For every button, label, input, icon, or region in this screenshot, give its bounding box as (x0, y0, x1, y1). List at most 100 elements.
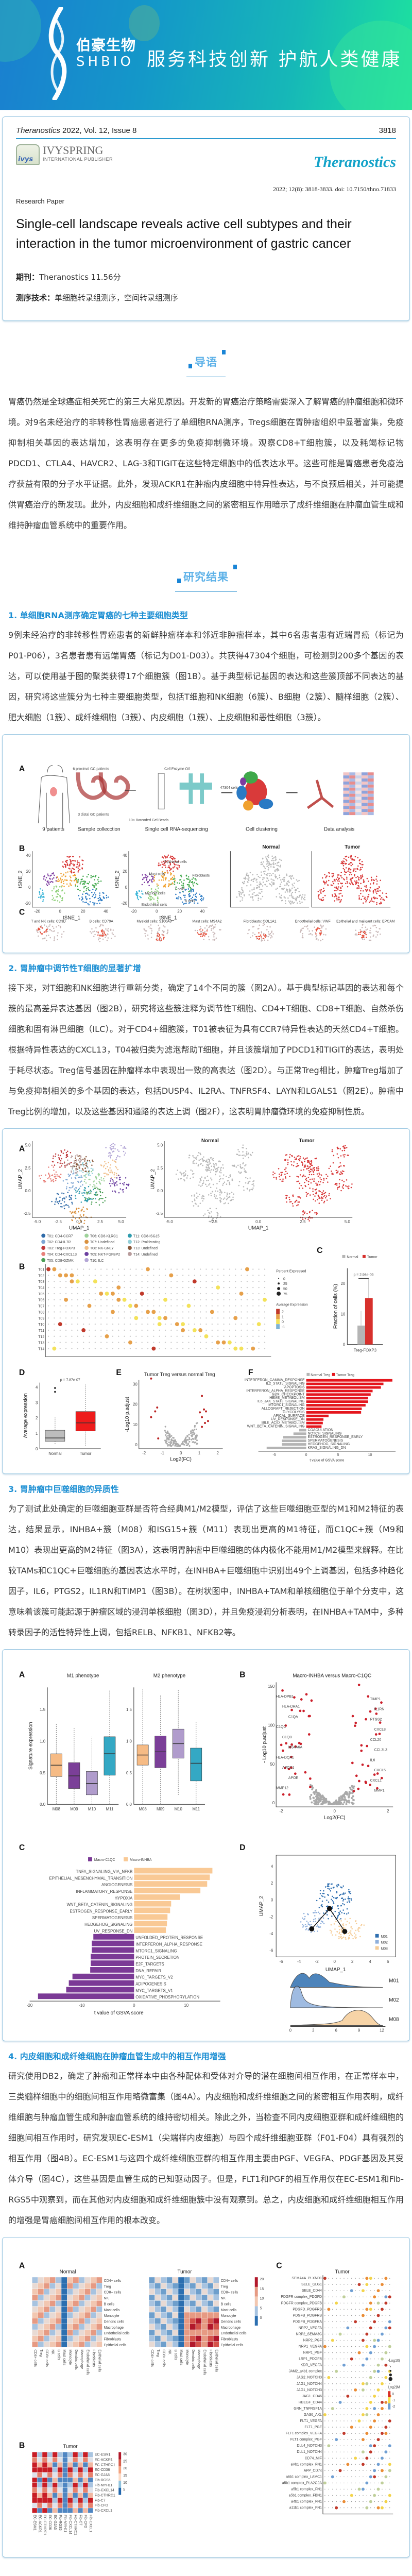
cell-point (337, 1157, 339, 1159)
cell-point (61, 878, 63, 880)
cell-point (156, 937, 158, 939)
cell-point (324, 1192, 327, 1193)
row-label: T13 (38, 1341, 44, 1345)
cell-point (214, 1167, 215, 1168)
dot (217, 1311, 219, 1313)
y-tick-label: 100 (268, 1723, 275, 1728)
gene-label: IL6 (370, 1759, 375, 1762)
cell-point (80, 1185, 82, 1187)
highlight-gene-point (308, 1786, 312, 1789)
cell-point (68, 1187, 71, 1189)
cell-point (77, 1190, 79, 1192)
cell-point (260, 892, 261, 894)
cell-point (62, 889, 63, 891)
cell-point (238, 1155, 240, 1156)
heatmap-cell (32, 2312, 38, 2318)
dot (205, 1348, 207, 1349)
x-tick-label: -2 (280, 1809, 283, 1814)
cell-point (84, 1159, 86, 1161)
cell-point (253, 926, 254, 927)
cell-point (332, 1887, 334, 1889)
cell-point (307, 1922, 309, 1924)
cell-point (336, 1885, 338, 1886)
cell-point (115, 1157, 117, 1159)
cell-point (242, 897, 244, 899)
heatmap-cell (67, 2329, 73, 2335)
cell-point (338, 1925, 340, 1927)
dot (135, 1342, 137, 1343)
cell-point (312, 1171, 314, 1172)
cell-point (99, 896, 100, 899)
dot (82, 1286, 84, 1289)
dot (241, 1268, 242, 1270)
dot (153, 1317, 154, 1319)
cell-point (77, 1155, 79, 1157)
cell-point (190, 888, 192, 889)
dot (112, 1274, 114, 1276)
legend-swatch (276, 1319, 280, 1324)
dot (223, 1286, 225, 1289)
cell-point (72, 1173, 74, 1175)
cell-point (161, 938, 162, 940)
dot (205, 1286, 207, 1289)
brand-name-en: SHBIO (76, 54, 134, 70)
highlight-gene-point (376, 1787, 379, 1790)
panel-label: D (239, 1843, 245, 1852)
cell-point (323, 1179, 325, 1181)
cell-point (375, 878, 377, 880)
cell-point (302, 1163, 304, 1165)
cell-point (313, 1167, 314, 1169)
cell-point (211, 1191, 213, 1193)
cell-point (288, 890, 290, 892)
cell-point (93, 903, 95, 905)
cell-point (304, 1160, 305, 1162)
note-proximal: 6 proximal GC patients (73, 767, 109, 771)
dot (246, 1286, 248, 1289)
cell-point (110, 1169, 112, 1171)
col-label: Treg (39, 2349, 43, 2357)
cell-point (188, 902, 190, 904)
cell-point (77, 860, 78, 862)
cell-point (207, 1175, 209, 1177)
dot (54, 1311, 55, 1313)
cell-point (215, 1197, 216, 1199)
cell-point (122, 1189, 124, 1191)
cell-point (197, 1195, 199, 1197)
heatmap-cell (44, 2341, 50, 2347)
cell-point (279, 893, 280, 895)
cell-point (302, 1214, 304, 1215)
cell-point (144, 933, 146, 935)
dot (71, 1311, 73, 1313)
cell-point (317, 891, 319, 892)
marker-title: Myeloid cells: S100A8 (136, 920, 171, 923)
cell-point (109, 1154, 111, 1156)
heatmap-cell (367, 793, 374, 797)
dot (46, 1267, 51, 1272)
cell-point (346, 878, 348, 880)
cell-point (318, 1926, 319, 1928)
dot (94, 1311, 96, 1313)
cell-point (283, 878, 285, 880)
cell-point (56, 886, 58, 888)
cell-point (310, 1171, 312, 1173)
cell-point (90, 875, 92, 877)
cell-point (78, 1189, 80, 1191)
cell-point (324, 894, 326, 896)
cell-point (185, 1173, 186, 1175)
dot (188, 1286, 190, 1289)
cell-point (350, 877, 352, 879)
heatmap-cell (172, 2294, 178, 2300)
cell-point (336, 1892, 338, 1894)
cell-point (270, 863, 272, 865)
cell-point (316, 1900, 318, 1902)
cell-point (66, 883, 68, 885)
cell-point (70, 871, 71, 873)
dot (94, 1323, 96, 1325)
panel-label: B (19, 844, 25, 853)
cell-point (304, 1924, 306, 1925)
cell-point (136, 894, 138, 895)
cell-point (75, 1197, 77, 1199)
cell-point (341, 861, 342, 863)
